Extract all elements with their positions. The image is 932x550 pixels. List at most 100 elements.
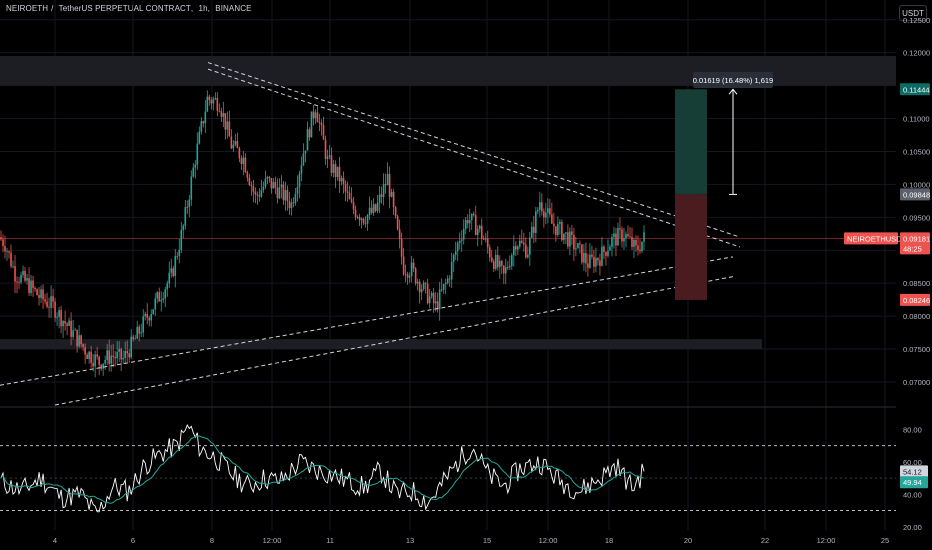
- price-tick-label: 0.08000: [903, 312, 930, 321]
- price-tag-bg: [900, 83, 930, 96]
- time-tick-label: 6: [131, 536, 135, 545]
- candle-body: [456, 242, 459, 252]
- price-tick-label: 0.10000: [903, 180, 930, 189]
- candle-body: [434, 301, 437, 304]
- candle-body: [466, 219, 469, 224]
- currency-button[interactable]: USDT: [899, 5, 927, 21]
- candle-body: [122, 357, 124, 360]
- symbol-tag-bg: [844, 232, 898, 245]
- candle-body: [316, 112, 319, 123]
- candle-body: [500, 260, 503, 266]
- candle-body: [404, 274, 407, 275]
- candle-body: [304, 150, 307, 154]
- candle-body: [575, 248, 577, 250]
- candle-body: [20, 275, 22, 283]
- candle-body: [206, 96, 209, 112]
- price-tick-label: 0.11000: [903, 115, 930, 124]
- candle-body: [244, 157, 247, 173]
- candle-body: [601, 246, 603, 266]
- candle-body: [238, 148, 241, 159]
- candle-body: [236, 140, 239, 149]
- time-axis[interactable]: 4 6 8 12:00 11 13 15 12:00 18 20 22 12:00 25: [53, 536, 889, 545]
- candle-body: [521, 240, 523, 243]
- candle-body: [192, 167, 195, 177]
- candle-body: [6, 251, 8, 253]
- candle-body: [525, 244, 527, 258]
- price-axis[interactable]: 0.125000.120000.115000.110000.105000.100…: [844, 16, 930, 387]
- long-position-tool[interactable]: 0.01619 (16.48%) 1,619: [675, 72, 773, 300]
- candle-body: [543, 211, 545, 218]
- candle-body: [224, 113, 227, 130]
- trendline: [54, 276, 734, 406]
- candle-body: [412, 262, 415, 269]
- candle-body: [523, 242, 525, 245]
- rsi-axis[interactable]: 80.00 60.00 40.00 20.00 54.12 49.94: [900, 425, 928, 532]
- candle-body: [34, 287, 36, 290]
- candle-body: [78, 335, 80, 347]
- candle-body: [328, 155, 331, 157]
- candle-body: [334, 164, 337, 177]
- candle-body: [390, 191, 393, 197]
- price-tick-label: 0.07500: [903, 345, 930, 354]
- zones: [0, 55, 896, 350]
- candle-body: [627, 234, 629, 237]
- candle-body: [158, 292, 161, 302]
- candle-body: [537, 209, 539, 212]
- rsi-value-label: 54.12: [903, 467, 922, 476]
- candle-body: [460, 239, 463, 241]
- rsi-tick-label: 60.00: [903, 458, 922, 467]
- candle-body: [24, 270, 26, 281]
- candle-body: [74, 329, 76, 331]
- candle-body: [336, 166, 339, 177]
- candle-body: [400, 238, 403, 257]
- candle-body: [118, 348, 120, 352]
- candle-body: [152, 309, 155, 315]
- candle-body: [262, 186, 265, 191]
- time-tick-label: 12:00: [263, 536, 282, 545]
- candle-body: [424, 282, 427, 284]
- candle-body: [202, 121, 205, 124]
- time-tick-label: 15: [483, 536, 491, 545]
- candle-body: [541, 202, 543, 212]
- candle-body: [28, 278, 30, 294]
- candle-body: [398, 229, 401, 239]
- candle-body: [294, 194, 297, 203]
- candle-body: [266, 176, 269, 179]
- time-tick-label: 22: [761, 536, 769, 545]
- candle-body: [533, 226, 535, 233]
- candle-body: [583, 252, 585, 263]
- candle-body: [246, 172, 249, 178]
- candle-body: [218, 110, 221, 112]
- candle-body: [42, 289, 44, 300]
- candle-body: [298, 173, 301, 187]
- candle-body: [240, 158, 243, 165]
- last-price-tag-bg: [900, 232, 930, 255]
- candle-body: [124, 350, 126, 358]
- candle-body: [631, 236, 633, 247]
- candle-body: [502, 265, 505, 274]
- candle-body: [615, 233, 617, 246]
- candle-body: [510, 255, 513, 266]
- candle-body: [508, 265, 511, 268]
- candle-body: [388, 174, 391, 197]
- rsi-ma-line: [0, 435, 645, 504]
- candle-body: [438, 289, 441, 310]
- time-tick-label: 11: [326, 536, 334, 545]
- candle-body: [170, 268, 173, 273]
- candle-body: [559, 221, 561, 224]
- candle-body: [356, 217, 359, 218]
- candle-body: [482, 238, 485, 240]
- candle-body: [372, 204, 375, 213]
- candle-body: [216, 98, 219, 111]
- time-tick-label: 8: [210, 536, 214, 545]
- candle-body: [196, 143, 199, 165]
- rsi-ma-value-bg: [900, 476, 928, 489]
- candle-body: [633, 239, 635, 247]
- title-comma-1: ,: [190, 4, 194, 13]
- candle-body: [222, 113, 225, 117]
- candle-body: [18, 281, 20, 283]
- pair-name: TetherUS PERPETUAL CONTRACT: [58, 4, 191, 13]
- candle-body: [132, 336, 135, 340]
- candle-body: [498, 260, 501, 268]
